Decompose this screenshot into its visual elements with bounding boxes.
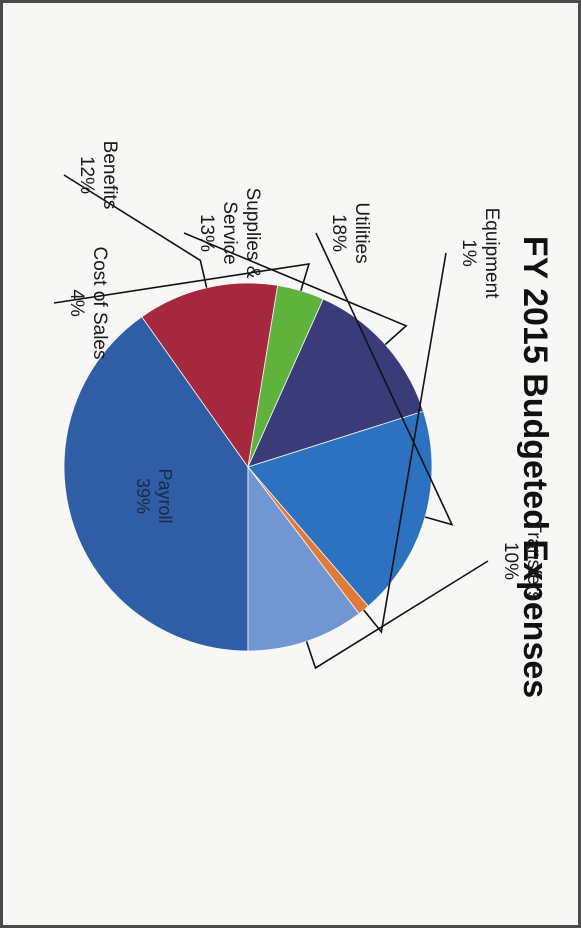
leader-benefits (63, 174, 208, 288)
slice-label-transfers: Transfers10% (500, 521, 544, 601)
leader-equipment (363, 252, 447, 634)
slice-label-equipment: Equipment1% (458, 208, 502, 300)
slice-utilities (247, 410, 433, 607)
slice-benefits (141, 282, 279, 469)
slice-label-supplies-service: Supplies &Service13% (196, 188, 263, 279)
slice-label-cost-of-sales: Cost of Sales4% (66, 247, 110, 360)
leader-supplies-service (183, 232, 408, 346)
pie-slices (63, 282, 433, 652)
slice-labels: Payroll39% Benefits12% Cost of Sales4% Supp… (66, 141, 544, 601)
slice-payroll (63, 316, 249, 652)
leader-lines (53, 174, 489, 670)
leader-transfers (305, 560, 489, 670)
leader-cost-of-sales (53, 262, 311, 304)
slice-label-benefits: Benefits12% (76, 141, 120, 210)
slice-label-utilities: Utilities18% (328, 202, 372, 263)
chart-title: FY 2015 Budgeted Expenses (516, 236, 554, 698)
slice-label-payroll: Payroll39% (133, 468, 175, 523)
leader-utilities (315, 232, 454, 526)
slice-transfers (247, 465, 360, 652)
pie-chart: FY 2015 Budgeted Expenses Payroll39% Bene… (53, 141, 554, 698)
